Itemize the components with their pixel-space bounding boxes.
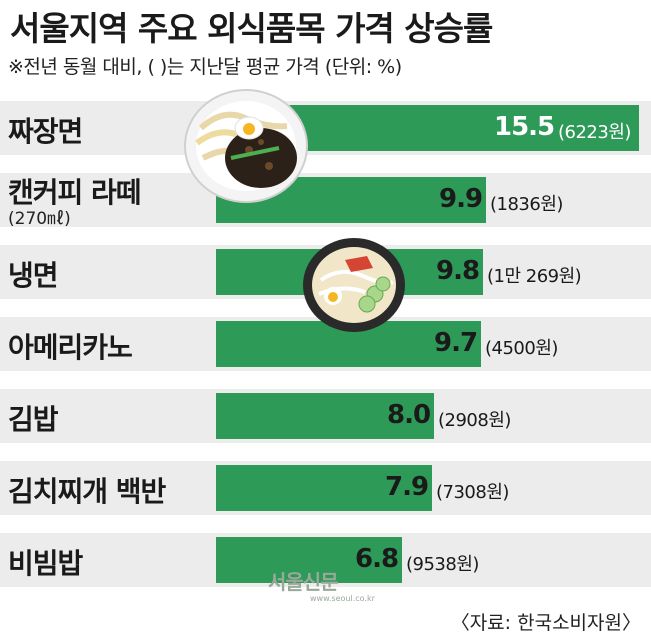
price-label: (7308원) xyxy=(436,482,509,503)
value-label: 8.0 xyxy=(387,400,431,430)
price-label: (1836원) xyxy=(490,194,563,215)
category-label: 냉면 xyxy=(8,259,59,292)
value-label: 9.8 xyxy=(436,256,480,286)
watermark-logo: 서울신문 xyxy=(268,570,339,594)
value-label: 9.9 xyxy=(439,184,483,214)
price-label: (9538원) xyxy=(406,554,479,575)
category-note: (270㎖) xyxy=(8,209,71,229)
value-label: 6.8 xyxy=(355,544,399,574)
category-label: 김치찌개 백반 xyxy=(8,475,166,508)
bar xyxy=(216,537,402,583)
value-label: 7.9 xyxy=(385,472,429,502)
naengmyeon-bowl-icon xyxy=(303,238,405,332)
price-label: (6223원) xyxy=(558,122,631,143)
value-label: 9.7 xyxy=(434,328,478,358)
bar xyxy=(216,393,434,439)
chart-subtitle: ※전년 동월 대비, ( )는 지난달 평균 가격 (단위: %) xyxy=(8,56,402,78)
category-label: 아메리카노 xyxy=(8,331,133,364)
bar xyxy=(216,465,432,511)
price-label: (1만 269원) xyxy=(487,266,582,287)
watermark-url: www.seoul.co.kr xyxy=(310,594,375,603)
chart-title: 서울지역 주요 외식품목 가격 상승률 xyxy=(10,9,493,48)
price-label: (4500원) xyxy=(485,338,558,359)
value-label: 15.5 xyxy=(494,112,555,142)
category-label: 캔커피 라떼 xyxy=(8,176,142,209)
data-source: 〈자료: 한국소비자원〉 xyxy=(450,612,641,634)
price-label: (2908원) xyxy=(438,410,511,431)
jajangmyeon-bowl-icon xyxy=(184,89,308,203)
category-label: 김밥 xyxy=(8,403,59,436)
category-label: 비빔밥 xyxy=(8,547,83,580)
category-label: 짜장면 xyxy=(8,115,83,148)
